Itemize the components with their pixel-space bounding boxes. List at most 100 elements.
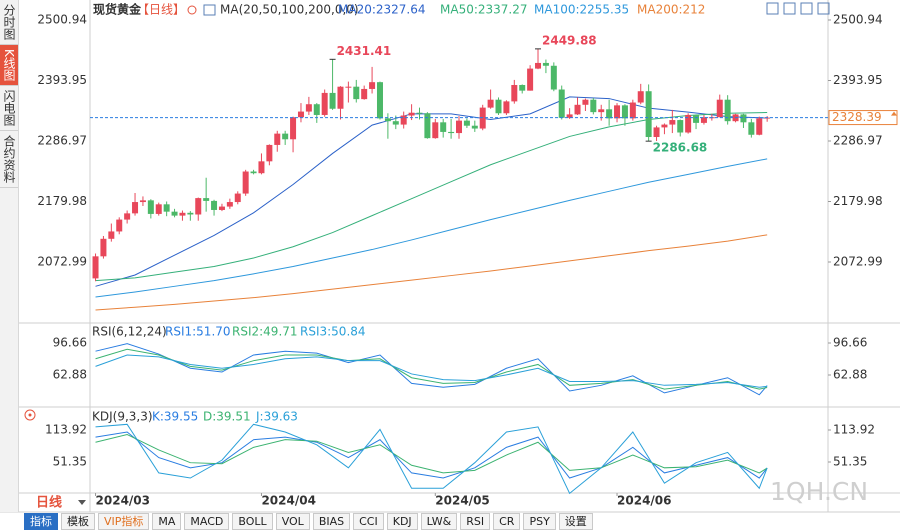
candle-body bbox=[116, 219, 123, 232]
y-tick-label-right: 2393.95 bbox=[833, 73, 883, 87]
toolbar-button[interactable]: RSI bbox=[460, 513, 491, 530]
toolbar-button[interactable]: CCI bbox=[353, 513, 384, 530]
candle-body bbox=[669, 120, 676, 125]
x-tick-label: 2024/04 bbox=[261, 494, 315, 508]
candle-body bbox=[700, 117, 707, 123]
y-tick-label: 2072.99 bbox=[37, 254, 87, 268]
y-tick-label-right: 2179.98 bbox=[833, 194, 883, 208]
series-line bbox=[95, 431, 768, 479]
toolbar-button[interactable]: CR bbox=[493, 513, 521, 530]
candle-body bbox=[274, 133, 281, 145]
high-annotation: 2449.88 bbox=[542, 33, 597, 47]
icon[interactable] bbox=[800, 2, 813, 15]
panel-title: RSI(6,12,24) bbox=[92, 325, 167, 339]
candle-body bbox=[147, 200, 154, 214]
panel-title: 现货黄金 bbox=[93, 2, 142, 17]
toolbar-button[interactable]: BOLL bbox=[232, 513, 273, 530]
candle-body bbox=[203, 198, 210, 201]
candle-body bbox=[155, 204, 162, 214]
sidebar-tab[interactable]: 合约资料 bbox=[0, 131, 18, 188]
candle-body bbox=[345, 86, 352, 88]
toolbar-button[interactable]: BIAS bbox=[312, 513, 351, 530]
candle-body bbox=[653, 127, 660, 138]
y-tick-label-right: 51.35 bbox=[833, 455, 867, 469]
candle-body bbox=[535, 62, 542, 69]
legend-entry: MA20:2327.64 bbox=[338, 3, 426, 17]
legend-entry: MA50:2337.27 bbox=[440, 3, 528, 17]
candle-body bbox=[629, 102, 636, 119]
candle-body bbox=[432, 122, 439, 139]
period-button[interactable]: 日线 bbox=[36, 495, 62, 511]
candle-body bbox=[329, 92, 336, 109]
candle-body bbox=[487, 99, 494, 108]
toolbar-button[interactable]: VOL bbox=[275, 513, 310, 530]
y-tick-label-right: 62.88 bbox=[833, 367, 867, 381]
panel-title: KDJ(9,3,3) bbox=[92, 410, 153, 424]
candle-body bbox=[574, 104, 581, 115]
dropdown-arrow[interactable] bbox=[78, 500, 86, 505]
candle-body bbox=[527, 68, 534, 91]
candle-body bbox=[211, 200, 218, 210]
candle-body bbox=[582, 99, 589, 105]
candle-body bbox=[558, 89, 565, 118]
toolbar-button[interactable]: 设置 bbox=[558, 513, 593, 530]
series-line bbox=[95, 234, 768, 311]
period-tag: 【日线】 bbox=[137, 3, 185, 17]
toolbar-button[interactable]: PSY bbox=[523, 513, 556, 530]
candle-body bbox=[305, 104, 312, 112]
indicator-label: MA(20,50,100,200,0,0) bbox=[220, 3, 359, 17]
candle-body bbox=[724, 99, 731, 122]
candle-body bbox=[645, 91, 652, 138]
window-icons bbox=[766, 2, 830, 15]
x-tick-label: 2024/05 bbox=[435, 494, 489, 508]
toolbar-button[interactable]: 指标 bbox=[24, 513, 58, 530]
candle-body bbox=[661, 124, 668, 128]
legend-entry: RSI1:51.70 bbox=[165, 325, 231, 339]
toolbar-button[interactable]: VIP指标 bbox=[98, 513, 150, 530]
candle-body bbox=[685, 114, 692, 133]
candle-body bbox=[361, 88, 368, 100]
y-tick-label-right: 96.66 bbox=[833, 335, 867, 349]
candle-body bbox=[226, 202, 233, 207]
candle-body bbox=[400, 115, 407, 125]
y-tick-label: 51.35 bbox=[53, 455, 87, 469]
candle-body bbox=[566, 114, 573, 118]
candle-body bbox=[416, 112, 423, 114]
legend-entry: D:39.51 bbox=[203, 410, 251, 424]
candle-body bbox=[740, 114, 747, 123]
candle-body bbox=[234, 193, 241, 203]
candle-body bbox=[242, 171, 249, 194]
settings-icon[interactable] bbox=[24, 409, 36, 421]
sidebar-tab[interactable]: 闪电图 bbox=[0, 86, 18, 131]
candle-body bbox=[321, 92, 328, 115]
candle-body bbox=[495, 99, 502, 114]
candle-body bbox=[187, 212, 194, 215]
toolbar-button[interactable]: MACD bbox=[184, 513, 230, 530]
candle-body bbox=[179, 212, 186, 216]
toolbar-button[interactable]: MA bbox=[152, 513, 182, 530]
x-tick-label: 2024/03 bbox=[96, 494, 150, 508]
watermark: 1QH.CN bbox=[770, 477, 868, 506]
toolbar-button[interactable]: LW& bbox=[420, 513, 458, 530]
y-tick-label-right: 2500.94 bbox=[833, 12, 883, 26]
icon[interactable] bbox=[817, 2, 830, 15]
toolbar-button[interactable]: 模板 bbox=[61, 513, 95, 530]
candle-body bbox=[550, 65, 557, 90]
y-tick-label: 2179.98 bbox=[37, 194, 87, 208]
legend-entry: MA200:212 bbox=[637, 3, 705, 17]
toolbar-button[interactable]: KDJ bbox=[386, 513, 418, 530]
sidebar-tab[interactable]: K线图 bbox=[0, 45, 18, 86]
sidebar-tab[interactable]: 分时图 bbox=[0, 0, 18, 45]
high-annotation: 2431.41 bbox=[337, 44, 392, 58]
icon[interactable] bbox=[766, 2, 779, 15]
candle-body bbox=[542, 62, 549, 66]
candle-body bbox=[590, 99, 597, 113]
candle-body bbox=[408, 112, 415, 116]
candle-body bbox=[463, 120, 470, 126]
add-icon bbox=[187, 5, 197, 15]
icon[interactable] bbox=[783, 2, 796, 15]
candle-body bbox=[440, 122, 447, 132]
